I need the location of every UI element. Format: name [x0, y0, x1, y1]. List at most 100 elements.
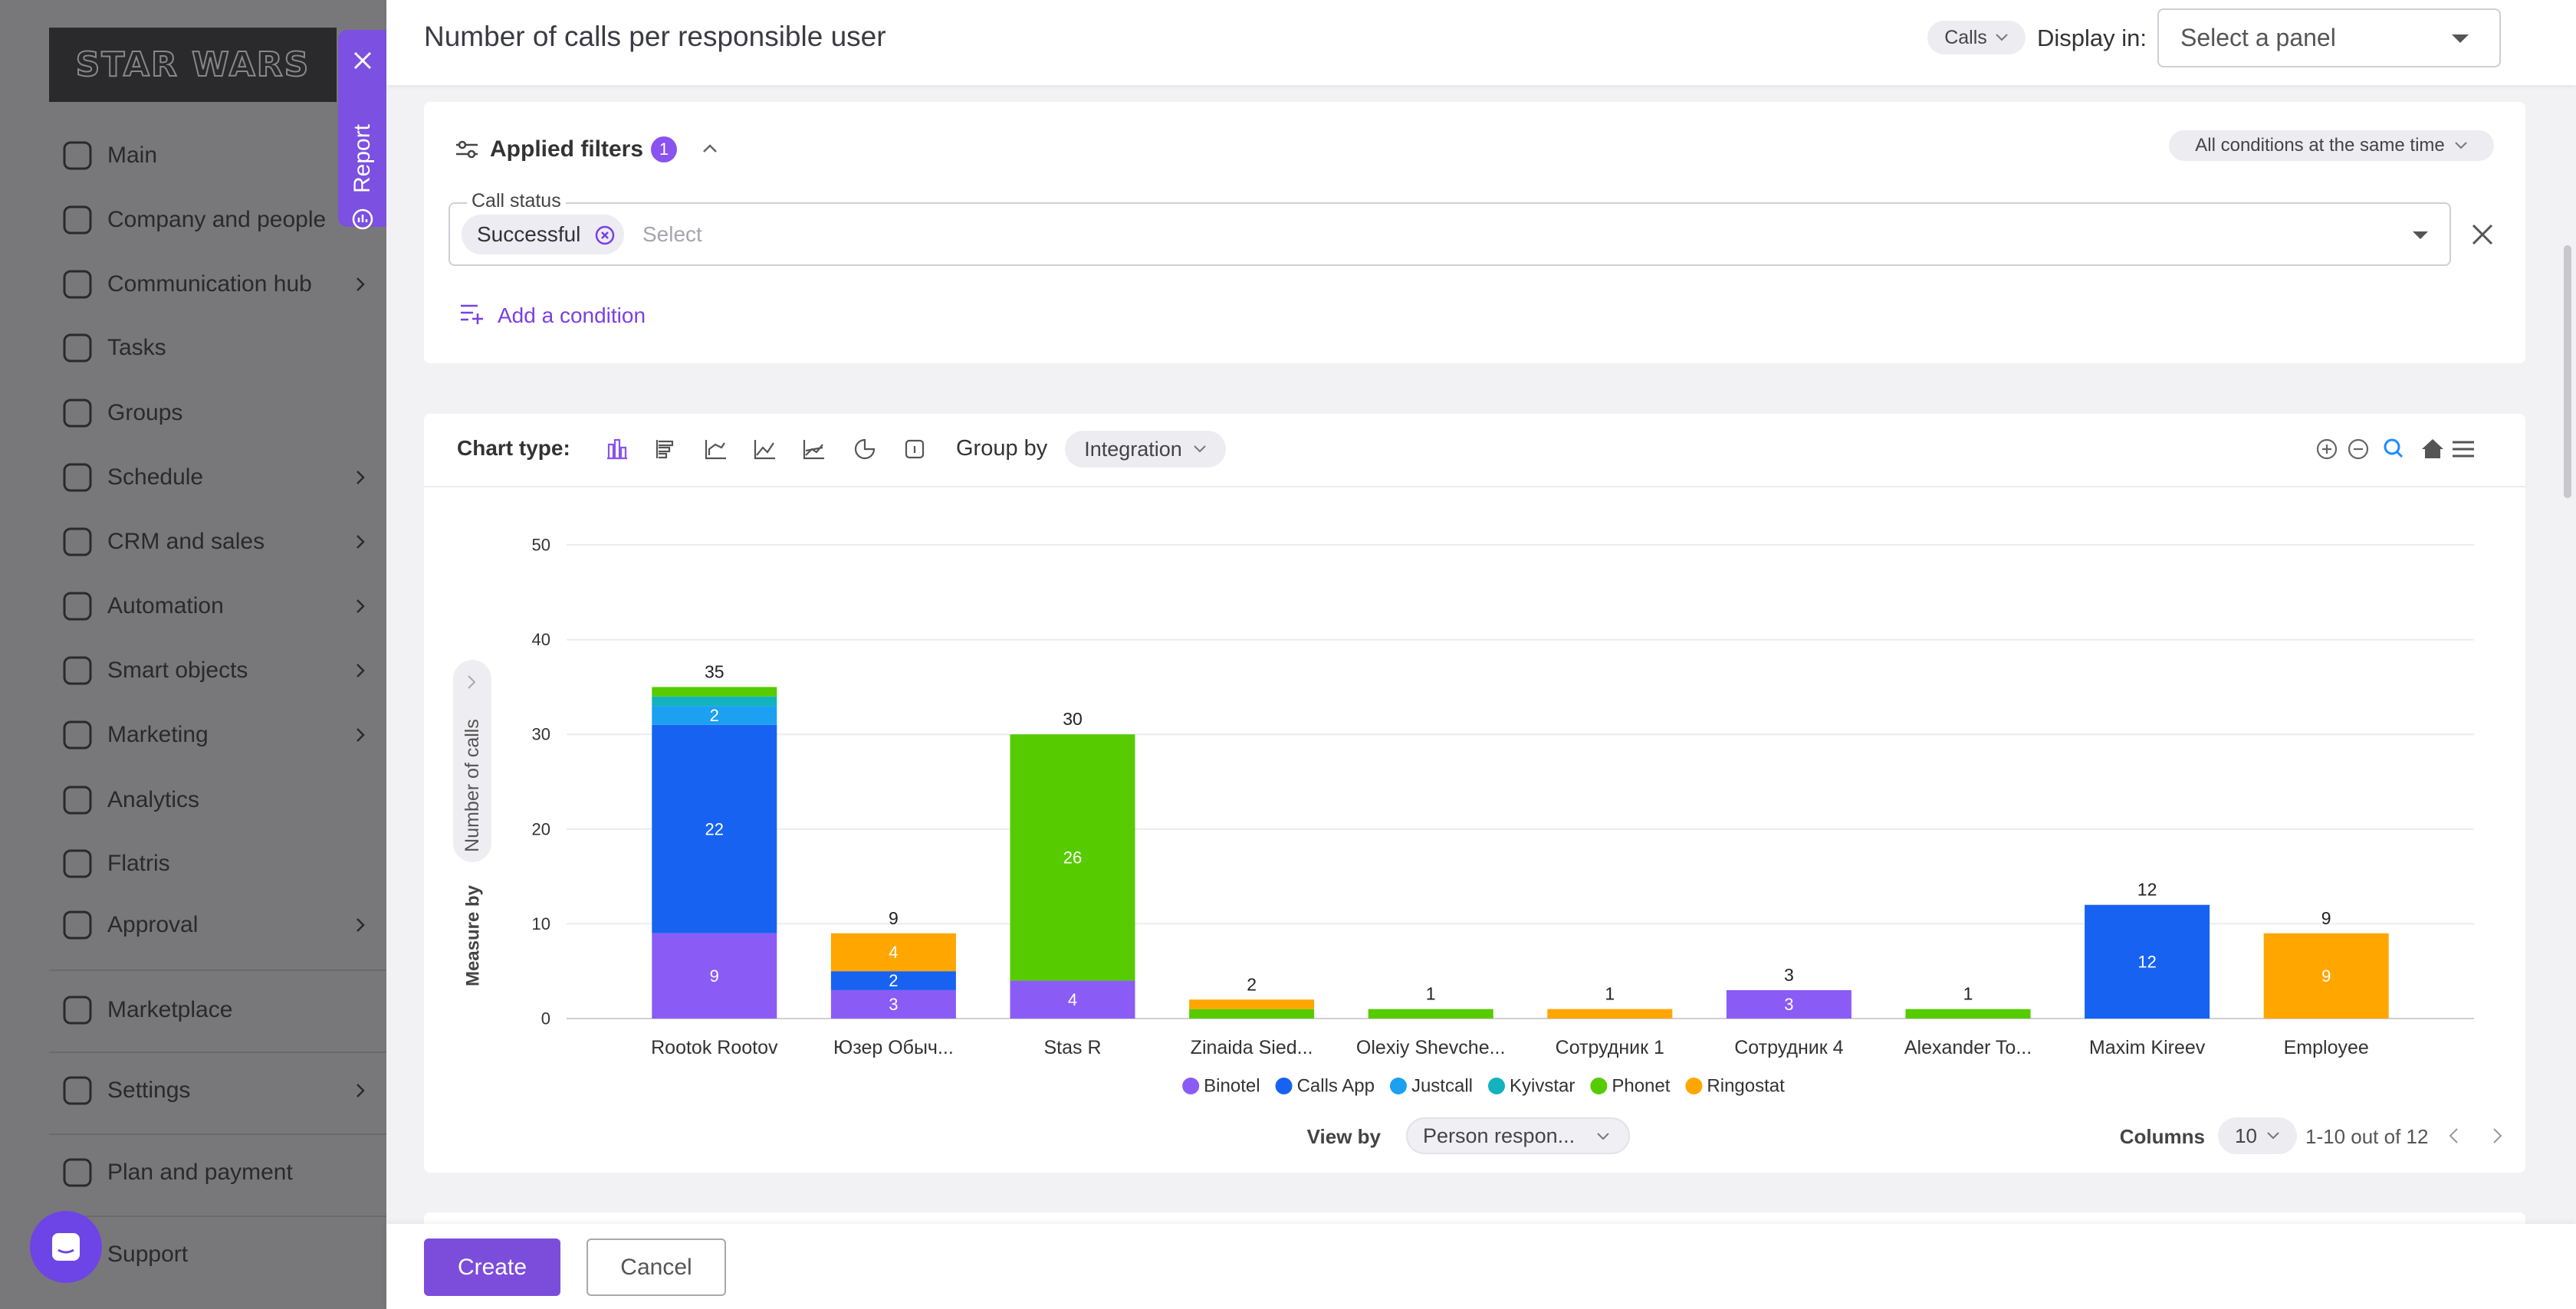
- nav-item[interactable]: Communication hub: [0, 261, 386, 307]
- icon-line[interactable]: [754, 440, 775, 460]
- bar-segment: [1368, 1009, 1493, 1019]
- bar-segment: [652, 696, 777, 707]
- divider: [49, 1133, 386, 1135]
- chart-type-icons[interactable]: [605, 437, 927, 461]
- segment-label: 2: [889, 971, 898, 990]
- nav-item[interactable]: Smart objects: [0, 648, 386, 694]
- create-button[interactable]: Create: [424, 1238, 560, 1296]
- collapse-icon[interactable]: [702, 143, 718, 154]
- zoom-select[interactable]: [2384, 438, 2400, 455]
- chevron-path: [356, 664, 365, 677]
- condition-label: Call status: [467, 190, 566, 212]
- icon-shape: [63, 786, 92, 815]
- icon-multiline[interactable]: [803, 440, 824, 460]
- filters-title: Applied filters: [490, 136, 644, 162]
- nav-chevron: [356, 277, 365, 291]
- panel-placeholder: Select a panel: [2180, 24, 2336, 51]
- nav-icon: [63, 333, 92, 363]
- legend-item[interactable]: Binotel: [1182, 1076, 1260, 1097]
- legend-item[interactable]: Ringostat: [1685, 1076, 1785, 1097]
- nav-item[interactable]: Support: [0, 1232, 386, 1278]
- nav-item[interactable]: Marketplace: [0, 987, 386, 1033]
- icon-pie[interactable]: [854, 438, 876, 460]
- legend-item[interactable]: Kyivstar: [1487, 1076, 1575, 1097]
- nav-item[interactable]: Groups: [0, 390, 386, 436]
- legend-item[interactable]: Calls App: [1275, 1076, 1375, 1097]
- report-title: Number of calls per responsible user: [424, 21, 886, 52]
- chip-remove[interactable]: [595, 225, 615, 245]
- nav-icon: [63, 527, 92, 556]
- legend-item[interactable]: Phonet: [1590, 1076, 1671, 1097]
- report-tab[interactable]: Report: [338, 30, 386, 230]
- icon-shape: [63, 270, 92, 299]
- chip-label: Successful: [477, 222, 581, 246]
- nav-label: Automation: [107, 593, 224, 618]
- chevron-path: [356, 918, 365, 932]
- nav-icon: [63, 463, 92, 492]
- dropdown-arrow: [2452, 34, 2469, 43]
- legend-item[interactable]: Justcall: [1389, 1076, 1473, 1097]
- divider: [49, 1051, 386, 1053]
- columns-value: 10: [2235, 1124, 2257, 1147]
- mode-select[interactable]: All conditions at the same time: [2169, 130, 2494, 161]
- total-label: 30: [1063, 709, 1083, 729]
- nav-label: Marketplace: [107, 997, 233, 1022]
- icon-area[interactable]: [705, 440, 726, 460]
- icon-hbar[interactable]: [656, 440, 674, 459]
- legend-marker: [1275, 1078, 1293, 1094]
- nav-icon: [63, 592, 92, 621]
- panel-select[interactable]: Select a panel: [2157, 8, 2501, 67]
- next-page[interactable]: [2493, 1128, 2502, 1143]
- x-tick-label: Stas R: [1043, 1037, 1101, 1058]
- columns-select[interactable]: 10: [2218, 1117, 2297, 1154]
- add-condition[interactable]: Add a condition: [498, 303, 646, 327]
- nav-item[interactable]: Automation: [0, 583, 386, 629]
- nav-item[interactable]: Settings: [0, 1068, 386, 1114]
- chart-controls[interactable]: [2315, 435, 2483, 463]
- zoom-out[interactable]: [2348, 438, 2369, 460]
- chart-menu[interactable]: [2453, 441, 2474, 458]
- nav-item[interactable]: Flatris: [0, 841, 386, 887]
- icon-bar[interactable]: [607, 438, 627, 460]
- measure-label: Measure by: [463, 884, 484, 986]
- legend: Binotel Calls App Justcall Kyivstar Phonet Ri…: [1182, 1076, 1785, 1097]
- prev-page[interactable]: [2449, 1128, 2458, 1143]
- source-select[interactable]: Calls: [1927, 21, 2026, 54]
- bar-segment: [2263, 933, 2389, 1019]
- remove-condition[interactable]: [2471, 223, 2494, 246]
- nav-item[interactable]: Company and people: [0, 197, 386, 243]
- nav-label: Support: [107, 1242, 189, 1267]
- logo: STAR WARS: [49, 28, 337, 102]
- legend-label: Justcall: [1411, 1076, 1473, 1097]
- nav-item[interactable]: CRM and sales: [0, 519, 386, 565]
- close-icon[interactable]: [352, 50, 373, 71]
- view-by-label: View by: [1306, 1125, 1381, 1148]
- cancel-button[interactable]: Cancel: [586, 1238, 726, 1296]
- nav-icon: [63, 270, 92, 299]
- y-label-pill[interactable]: [453, 660, 491, 862]
- chat-launcher[interactable]: [30, 1211, 102, 1283]
- y-label-chevron: [468, 675, 476, 689]
- icon-number[interactable]: [905, 439, 925, 459]
- nav-item[interactable]: Plan and payment: [0, 1150, 386, 1196]
- group-by-select[interactable]: Integration: [1065, 431, 1226, 468]
- reset-zoom[interactable]: [2422, 439, 2443, 458]
- chevron-path: [356, 471, 365, 484]
- nav-item[interactable]: Analytics: [0, 777, 386, 823]
- legend-label: Binotel: [1204, 1076, 1260, 1097]
- nav-chevron: [356, 728, 365, 742]
- condition-field[interactable]: Call status Successful Select: [449, 190, 2451, 266]
- filter-icon: [456, 140, 478, 159]
- pager[interactable]: [2446, 1127, 2508, 1145]
- chevron: [2455, 142, 2467, 149]
- nav-item[interactable]: Approval: [0, 902, 386, 948]
- view-by-select[interactable]: Person respon...: [1406, 1117, 1630, 1154]
- zoom-in[interactable]: [2316, 438, 2338, 460]
- nav-item[interactable]: Schedule: [0, 454, 386, 500]
- segment-label: 2: [710, 706, 719, 725]
- nav-icon: [63, 910, 92, 940]
- nav-item[interactable]: Main: [0, 133, 386, 179]
- nav-item[interactable]: Marketing: [0, 712, 386, 758]
- view-by-value: Person respon...: [1423, 1124, 1576, 1147]
- nav-item[interactable]: Tasks: [0, 325, 386, 371]
